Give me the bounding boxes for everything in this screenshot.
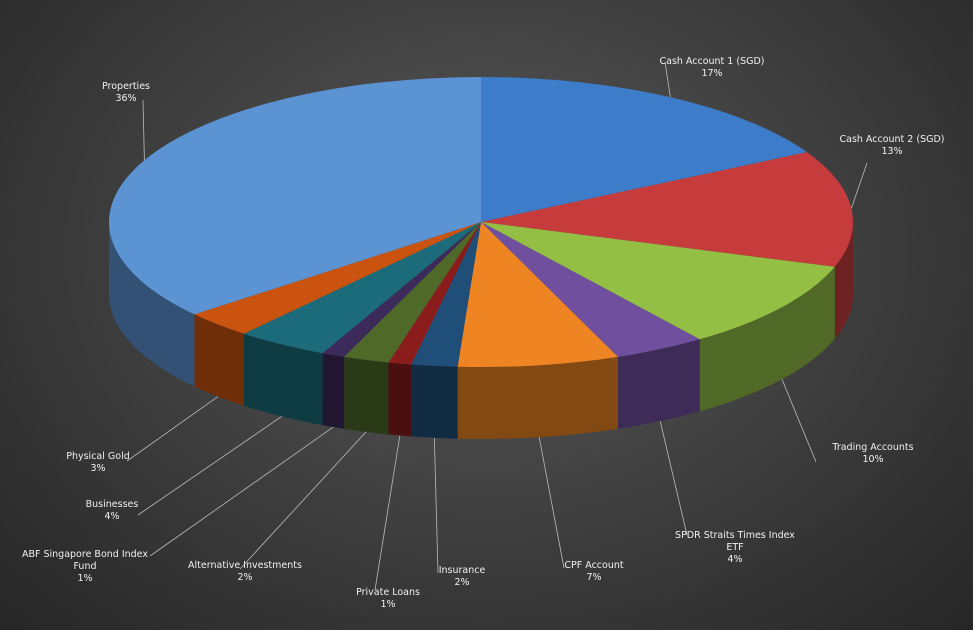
- slice-label: Physical Gold: [66, 451, 130, 462]
- slice-side: [457, 356, 618, 439]
- slice-label: Trading Accounts: [832, 442, 914, 453]
- slice: [344, 222, 481, 363]
- leader-line: [433, 437, 439, 574]
- leader-line: [126, 396, 219, 462]
- leader-line: [781, 379, 817, 463]
- leader-line: [850, 162, 868, 209]
- slice-label: Cash Account 2 (SGD): [839, 134, 945, 145]
- slice-side: [388, 362, 412, 437]
- slice-side: [617, 339, 700, 429]
- slice-label: Insurance: [438, 565, 486, 576]
- slice-value-label: 2%: [454, 577, 470, 588]
- leader-line: [659, 420, 688, 536]
- slice-side: [109, 222, 195, 387]
- slice-label: Businesses: [85, 499, 139, 510]
- slice-value-label: 3%: [90, 463, 106, 474]
- slice: [481, 152, 854, 267]
- slice-side: [194, 314, 244, 406]
- slice-label: ABF Singapore Bond Index Fund: [21, 549, 148, 572]
- leader-line: [137, 416, 282, 516]
- slice: [457, 222, 618, 367]
- slice-label: Alternative Investments: [188, 560, 302, 571]
- slice-label: CPF Account: [564, 560, 624, 571]
- slice-value-label: 10%: [862, 454, 884, 465]
- slice-label: Private Loans: [356, 587, 420, 598]
- slice-value-label: 1%: [380, 599, 396, 610]
- leader-line: [538, 437, 565, 569]
- slice-label: SPDR Straits Times Index ETF: [675, 530, 795, 553]
- slice: [388, 222, 481, 365]
- slice-label: Properties: [101, 81, 150, 92]
- slice: [322, 222, 481, 357]
- slice-side: [411, 364, 458, 439]
- slice: [481, 222, 700, 357]
- slice-label: Cash Account 1 (SGD): [659, 56, 765, 67]
- slice-side: [834, 222, 853, 339]
- slice: [481, 77, 807, 222]
- slice-value-label: 2%: [237, 572, 253, 583]
- slice-value-label: 4%: [727, 554, 743, 565]
- slice-value-label: 36%: [115, 93, 137, 104]
- slice: [194, 222, 481, 334]
- slice: [243, 222, 481, 354]
- slice-side: [322, 353, 345, 429]
- leader-line: [149, 426, 334, 557]
- slice: [411, 222, 481, 367]
- leader-line: [664, 61, 671, 98]
- slice-side: [344, 356, 389, 435]
- slice-value-label: 4%: [104, 511, 120, 522]
- leader-line: [239, 431, 367, 570]
- slice-value-label: 1%: [77, 573, 93, 584]
- slice-value-label: 17%: [701, 68, 723, 79]
- leader-line: [142, 99, 145, 161]
- slice-value-label: 7%: [586, 572, 602, 583]
- slice-side: [243, 333, 323, 426]
- slice-value-label: 13%: [881, 146, 903, 157]
- slice: [108, 77, 481, 315]
- slice: [481, 222, 835, 340]
- slice-side: [699, 266, 835, 412]
- leader-line: [374, 435, 401, 591]
